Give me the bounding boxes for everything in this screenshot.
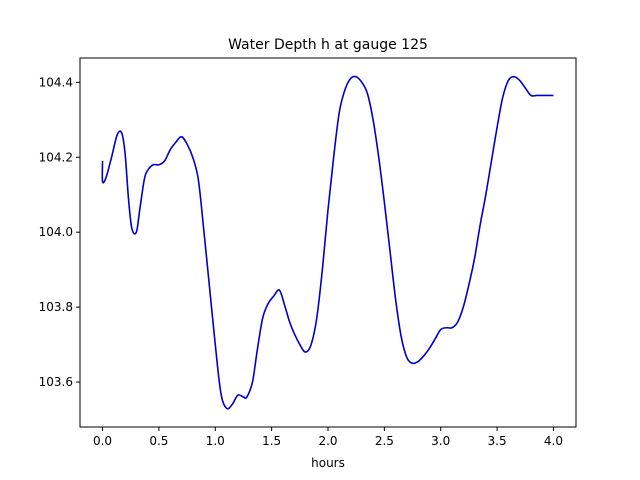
x-tick-label: 3.0 <box>431 434 450 448</box>
y-tick-label: 103.6 <box>39 375 73 389</box>
y-tick-label: 104.0 <box>39 225 73 239</box>
y-tick-label: 103.8 <box>39 300 73 314</box>
x-tick-label: 1.5 <box>262 434 281 448</box>
x-tick-label: 2.5 <box>375 434 394 448</box>
chart-title: Water Depth h at gauge 125 <box>228 37 428 53</box>
y-tick-label: 104.4 <box>39 75 73 89</box>
y-axis: 103.6 103.8 104.0 104.2 104.4 <box>39 75 80 389</box>
plot-area: 0.0 0.5 1.0 1.5 2.0 2.5 3.0 3.5 4.0 103.6103.810… <box>39 57 577 448</box>
y-tick-label: 104.2 <box>39 150 73 164</box>
x-axis: 0.0 0.5 1.0 1.5 2.0 2.5 3.0 3.5 4.0 <box>93 427 563 448</box>
x-tick-label: 3.5 <box>488 434 507 448</box>
x-tick-label: 0.5 <box>149 434 168 448</box>
x-tick-label: 2.0 <box>318 434 337 448</box>
water-depth-series-line <box>101 75 554 410</box>
x-axis-label: hours <box>311 456 345 470</box>
x-tick-label: 4.0 <box>544 434 563 448</box>
x-tick-label: 0.0 <box>93 434 112 448</box>
x-tick-label: 1.0 <box>206 434 225 448</box>
